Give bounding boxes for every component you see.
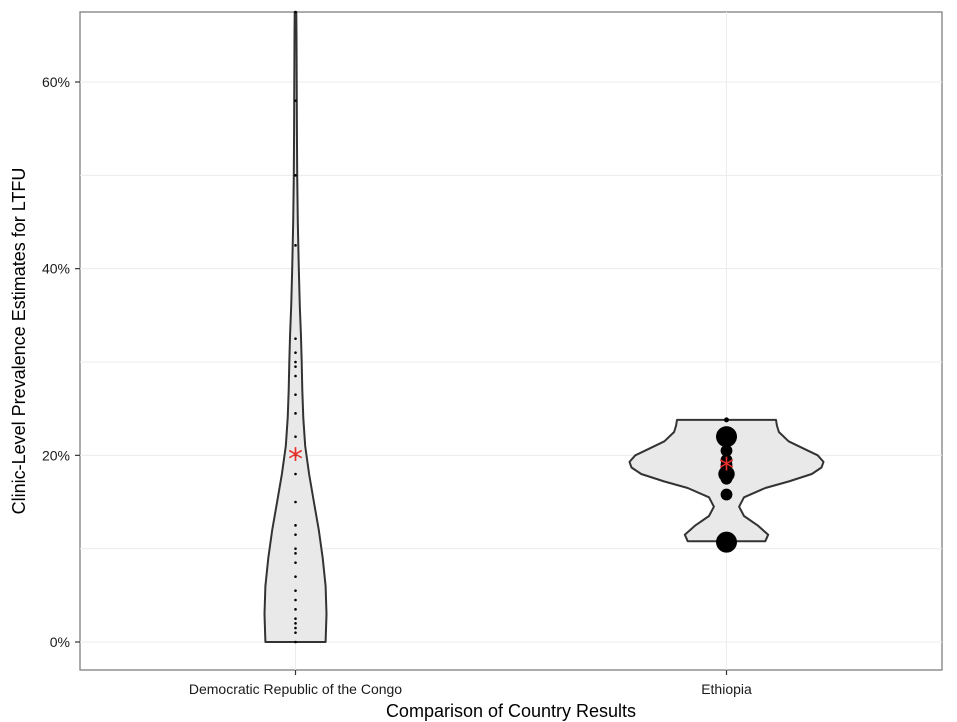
data-point [294,374,297,378]
data-point [294,598,297,602]
y-tick-label: 0% [50,634,70,650]
data-point [294,412,297,415]
data-point [294,500,297,504]
data-point [294,524,297,527]
data-point [720,488,733,501]
data-point [294,626,297,630]
y-axis-title: Clinic-Level Prevalence Estimates for LT… [9,168,29,515]
data-point [294,640,297,644]
y-tick-label: 40% [42,261,70,277]
data-point [294,547,297,550]
data-point [294,435,297,438]
data-point [294,622,297,625]
data-point [294,10,297,14]
data-point [716,426,737,448]
data-point [720,472,733,485]
data-point [294,472,297,476]
data-point [294,360,297,364]
data-points [294,10,737,644]
data-point [294,617,297,620]
data-point [294,561,297,564]
data-point [294,589,297,592]
plot-panel [79,11,943,671]
data-point [294,608,297,611]
data-point [294,337,297,340]
x-axis-title: Comparison of Country Results [386,701,636,721]
x-tick-label: Democratic Republic of the Congo [189,681,402,697]
data-point [294,351,297,354]
data-point [294,631,297,634]
gridlines [80,12,942,670]
data-point [294,552,297,555]
x-tick-label: Ethiopia [701,681,752,697]
data-point [294,533,297,536]
data-point [294,393,297,396]
data-point [720,444,733,457]
data-point [294,365,297,368]
data-point [716,531,737,553]
data-point [294,575,297,578]
y-tick-label: 60% [42,74,70,90]
mean-marker: * [288,443,303,478]
data-point [294,454,297,457]
data-point [294,99,297,102]
y-tick-label: 20% [42,447,70,463]
data-point [294,244,297,247]
data-point [294,174,297,177]
data-point [724,417,729,423]
axes: 0% 20% 40% 60% Democratic Republic of the Co… [42,74,752,697]
mean-markers: * * [288,443,734,487]
mean-marker: * [719,452,734,487]
